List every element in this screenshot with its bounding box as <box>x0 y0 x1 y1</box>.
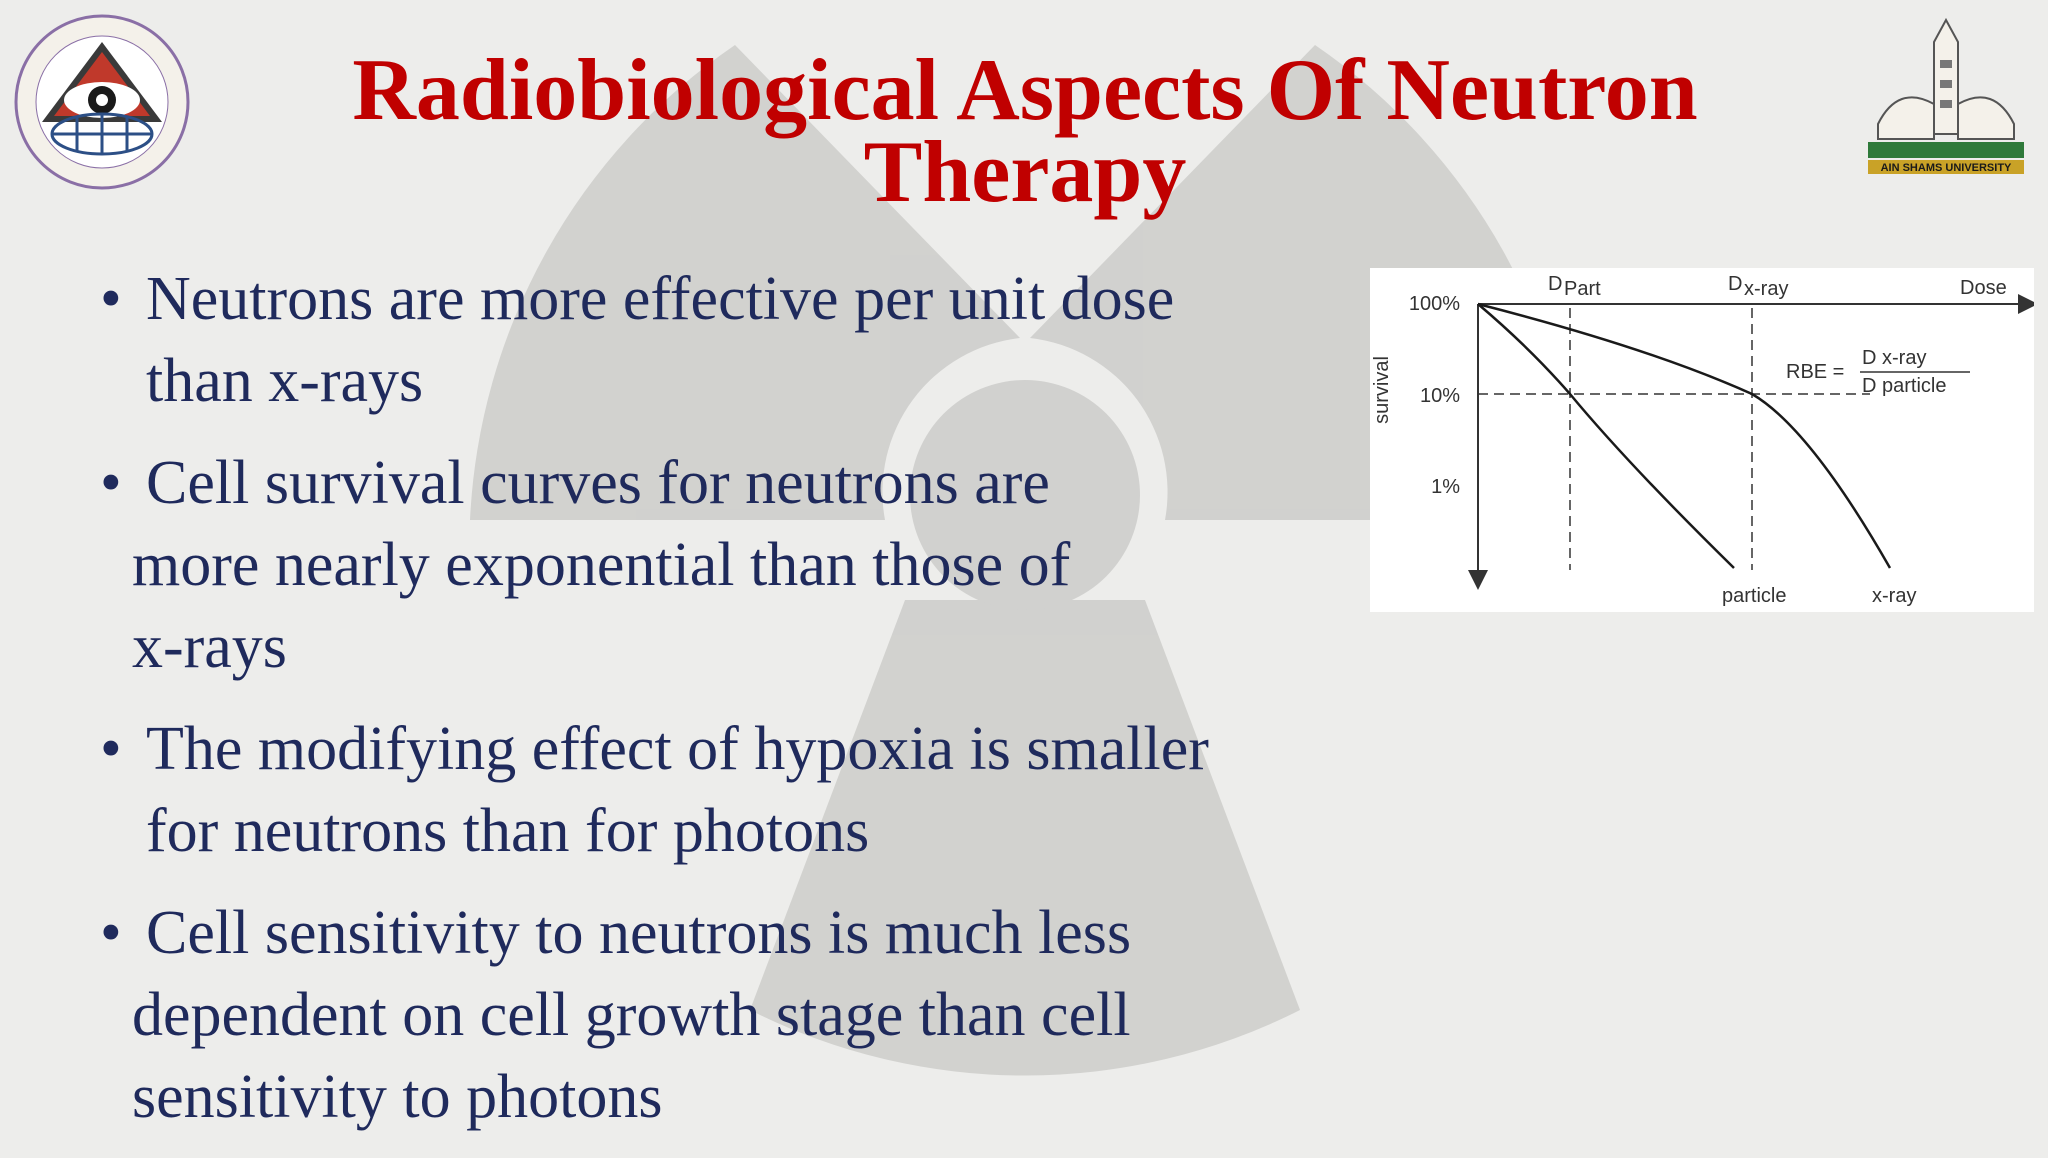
bullet-line: more nearly exponential than those of <box>132 531 1071 599</box>
marker-label-sub: x-ray <box>1744 278 1788 300</box>
institute-logo <box>14 14 190 190</box>
series-label: x-ray <box>1872 585 1916 607</box>
slide-title-line1: Radiobiological Aspects Of Neutron <box>352 42 1698 139</box>
bullet-line: Cell survival curves for neutrons are <box>146 449 1050 517</box>
rbe-lhs: RBE = <box>1786 361 1844 383</box>
bullet-dot-icon: • <box>100 449 122 517</box>
slide-title: Radiobiological Aspects Of Neutron Thera… <box>230 42 1820 221</box>
marker-label-d: D <box>1548 273 1562 295</box>
marker-label-d: D <box>1728 273 1742 295</box>
rbe-numerator: D x-ray <box>1862 347 1926 369</box>
bullet-item: • Cell survival curves for neutrons are … <box>100 442 1360 688</box>
bullet-line: Cell sensitivity to neutrons is much les… <box>146 899 1132 967</box>
bullet-dot-icon: • <box>100 715 122 783</box>
slide-title-line2: Therapy <box>863 124 1187 221</box>
bullet-item: • Neutrons are more effective per unit d… <box>100 258 1360 422</box>
bullet-line: for neutrons than for photons <box>146 797 870 865</box>
y-tick-label: 10% <box>1420 385 1460 407</box>
bullet-item: • Cell sensitivity to neutrons is much l… <box>100 892 1360 1138</box>
bullet-line: x-rays <box>132 613 287 681</box>
university-logo-label: AIN SHAMS UNIVERSITY <box>1881 162 2012 174</box>
rbe-denominator: D particle <box>1862 375 1946 397</box>
bullet-item: • The modifying effect of hypoxia is sma… <box>100 708 1360 872</box>
bullet-line: dependent on cell growth stage than cell <box>132 981 1131 1049</box>
series-label: particle <box>1722 585 1786 607</box>
bullet-dot-icon: • <box>100 265 122 333</box>
series-particle-line <box>1477 303 1735 569</box>
bullet-line: The modifying effect of hypoxia is small… <box>146 715 1209 783</box>
bullet-line: Neutrons are more effective per unit dos… <box>146 265 1175 333</box>
bullet-line: sensitivity to photons <box>132 1063 663 1131</box>
marker-label-sub: Part <box>1564 278 1601 300</box>
y-axis-label: survival <box>1371 356 1393 424</box>
bullet-line: than x-rays <box>146 347 424 415</box>
y-tick-label: 100% <box>1409 293 1460 315</box>
series-xray-line <box>1477 302 1892 569</box>
bullet-list: • Neutrons are more effective per unit d… <box>100 258 1360 1158</box>
x-axis-label: Dose <box>1960 277 2007 299</box>
bullet-dot-icon: • <box>100 899 122 967</box>
y-tick-label: 1% <box>1431 476 1460 498</box>
university-logo: AIN SHAMS UNIVERSITY <box>1868 17 2024 174</box>
survival-chart: 100% 10% 1% survival Dose D Part D x-ray… <box>1370 268 2034 612</box>
